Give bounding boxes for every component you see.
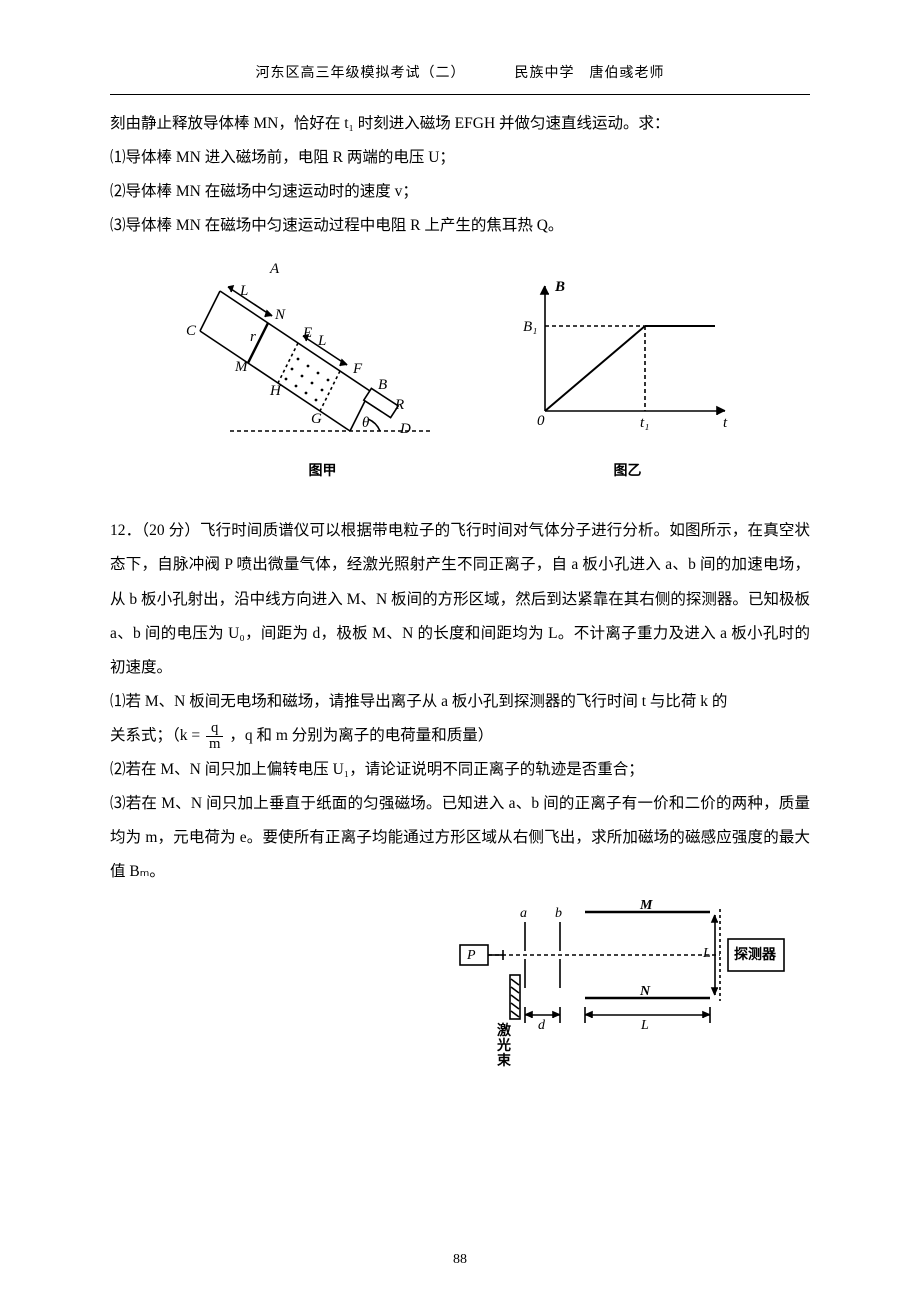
fraction-q-over-m: q m <box>206 721 223 751</box>
svg-text:L: L <box>239 283 248 299</box>
svg-text:B₁: B₁ <box>523 319 537 335</box>
svg-text:d: d <box>538 1018 546 1033</box>
svg-text:M: M <box>234 359 249 375</box>
figure-jia-svg: A N E F B C M H G D R L L r θ <box>180 251 465 441</box>
svg-text:H: H <box>269 383 282 399</box>
figure-yi-svg: B B₁ 0 t₁ t <box>515 271 740 441</box>
svg-text:束: 束 <box>497 1052 512 1069</box>
q11-p3: ⑶导体棒 MN 在磁场中匀速运动过程中电阻 R 上产生的焦耳热 Q。 <box>110 209 810 243</box>
q12-p2: ⑵若在 M、N 间只加上偏转电压 U₁，请论证说明不同正离子的轨迹是否重合； <box>110 753 810 787</box>
figure-bottom-row: P a b M N L d L 探测器 激 光 束 <box>110 897 810 1072</box>
svg-text:探测器: 探测器 <box>734 946 777 963</box>
svg-text:B: B <box>554 279 565 295</box>
svg-text:R: R <box>394 397 404 413</box>
svg-text:0: 0 <box>537 413 545 429</box>
svg-text:θ: θ <box>362 415 370 431</box>
page-header: 河东区高三年级模拟考试（二） 民族中学 唐伯彧老师 <box>110 60 810 95</box>
svg-text:L: L <box>702 946 711 961</box>
svg-text:L: L <box>317 333 326 349</box>
figure-spectrometer-svg: P a b M N L d L 探测器 激 光 束 <box>455 897 790 1072</box>
q11-p1: ⑴导体棒 MN 进入磁场前，电阻 R 两端的电压 U； <box>110 141 810 175</box>
header-left: 河东区高三年级模拟考试（二） <box>256 66 466 81</box>
svg-text:F: F <box>352 361 363 377</box>
svg-text:b: b <box>555 906 562 921</box>
svg-text:P: P <box>466 948 476 963</box>
svg-text:L: L <box>640 1018 649 1033</box>
q12-p1a: ⑴若 M、N 板间无电场和磁场，请推导出离子从 a 板小孔到探测器的飞行时间 t… <box>110 685 810 719</box>
svg-text:a: a <box>520 906 527 921</box>
svg-text:E: E <box>302 325 312 341</box>
q11-p2: ⑵导体棒 MN 在磁场中匀速运动时的速度 v； <box>110 175 810 209</box>
svg-text:C: C <box>186 323 197 339</box>
q11-cont: 刻由静止释放导体棒 MN，恰好在 t₁ 时刻进入磁场 EFGH 并做匀速直线运动… <box>110 107 810 141</box>
svg-text:D: D <box>399 421 411 437</box>
svg-text:B: B <box>378 377 387 393</box>
svg-text:t₁: t₁ <box>640 415 649 431</box>
q12-intro: 12．（20 分）飞行时间质谱仪可以根据带电粒子的飞行时间对气体分子进行分析。如… <box>110 514 810 684</box>
svg-text:G: G <box>311 411 322 427</box>
fig2-caption: 图乙 <box>515 456 740 484</box>
svg-text:r: r <box>250 329 256 345</box>
fig1-caption: 图甲 <box>180 456 465 484</box>
q12-p3: ⑶若在 M、N 间只加上垂直于纸面的匀强磁场。已知进入 a、b 间的正离子有一价… <box>110 787 810 889</box>
header-right: 民族中学 唐伯彧老师 <box>515 66 665 81</box>
svg-text:激: 激 <box>497 1022 511 1039</box>
svg-text:M: M <box>639 898 653 913</box>
figure-row-1: A N E F B C M H G D R L L r θ 图甲 <box>110 251 810 484</box>
svg-text:N: N <box>274 307 286 323</box>
q12-p1b: 关系式；（k = q m ，q 和 m 分别为离子的电荷量和质量） <box>110 719 810 753</box>
svg-text:t: t <box>723 415 728 431</box>
svg-text:A: A <box>269 261 280 277</box>
figure-yi-block: B B₁ 0 t₁ t 图乙 <box>515 271 740 484</box>
figure-jia-block: A N E F B C M H G D R L L r θ 图甲 <box>180 251 465 484</box>
svg-text:N: N <box>639 984 651 999</box>
svg-text:光: 光 <box>496 1037 511 1054</box>
page-number: 88 <box>0 1246 920 1274</box>
